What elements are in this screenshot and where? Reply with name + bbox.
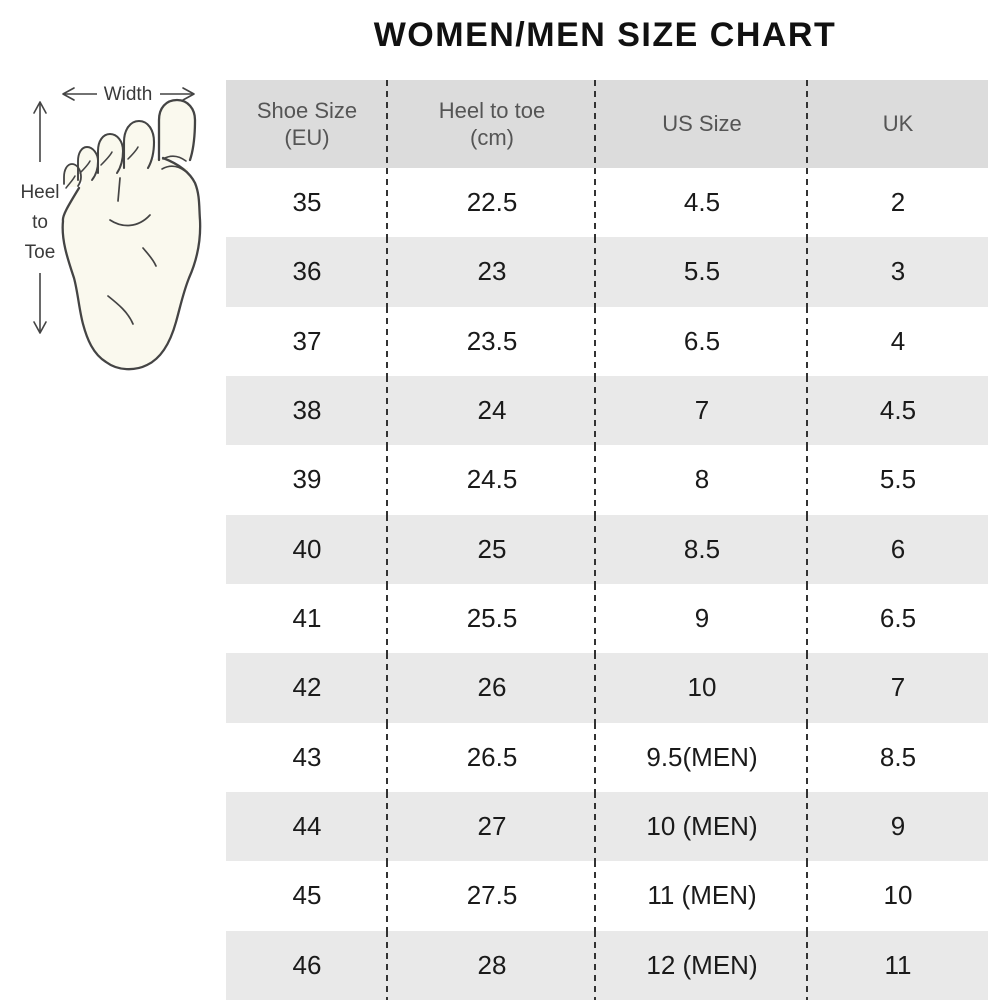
svg-text:to: to	[32, 212, 48, 233]
svg-text:Width: Width	[104, 84, 153, 105]
svg-text:Heel: Heel	[20, 182, 59, 203]
svg-text:Toe: Toe	[25, 242, 56, 263]
